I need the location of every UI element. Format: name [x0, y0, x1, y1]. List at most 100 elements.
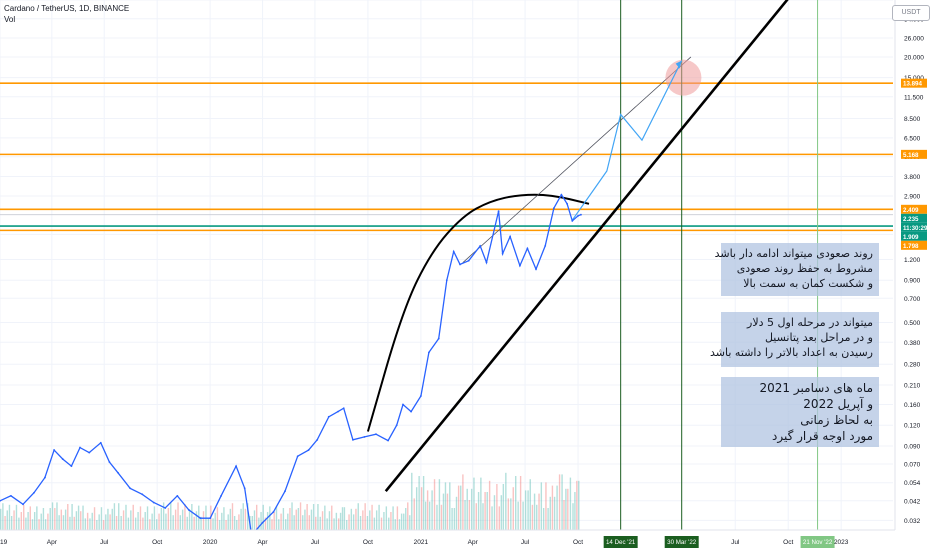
volume-bar: [51, 502, 54, 530]
volume-bar: [93, 507, 96, 530]
volume-bar: [295, 509, 297, 530]
price-point: [235, 465, 237, 468]
volume-bar: [278, 519, 280, 530]
volume-bar: [64, 509, 67, 530]
volume-bar: [282, 508, 285, 530]
currency-selector[interactable]: USDT: [892, 5, 930, 21]
y-tick-label: 0.054: [904, 480, 921, 487]
price-point: [437, 337, 440, 340]
price-point: [307, 449, 310, 451]
price-point: [566, 202, 569, 205]
y-tick-label: 15.000: [904, 75, 924, 82]
volume-bar: [549, 496, 551, 530]
volume-bar: [13, 510, 15, 530]
volume-bar: [275, 506, 278, 530]
volume-bar: [475, 503, 477, 530]
price-label-text: 2.409: [903, 207, 919, 214]
volume-bar: [561, 474, 563, 530]
volume-bar: [484, 492, 486, 530]
x-tick-label: 2019: [0, 539, 8, 546]
volume-bar: [293, 515, 295, 530]
volume-bar: [428, 501, 431, 530]
volume-bar: [442, 493, 445, 530]
price-point: [402, 403, 404, 406]
volume-bar: [380, 517, 383, 530]
price-point: [352, 438, 354, 441]
volume-bar: [519, 476, 522, 530]
volume-bar: [0, 508, 2, 530]
projection-arrow-head: [675, 60, 682, 69]
price-point: [535, 268, 537, 270]
volume-bar: [373, 517, 376, 530]
volume-bar: [524, 490, 527, 530]
volume-bar: [271, 519, 273, 530]
price-label-box: [901, 240, 927, 250]
price-point: [560, 193, 563, 196]
volume-bar: [36, 506, 38, 530]
date-marker-label: 30 Mar '22: [667, 539, 697, 546]
volume-bar: [109, 514, 111, 530]
volume-bar: [227, 514, 229, 530]
price-point: [459, 263, 461, 266]
volume-bar: [378, 504, 380, 530]
volume-bar: [174, 509, 177, 530]
volume-bar: [47, 513, 49, 530]
volume-bar: [357, 503, 359, 530]
volume-bar: [498, 506, 501, 530]
x-tick-label: Jul: [100, 539, 109, 546]
volume-bar: [491, 506, 493, 530]
volume-bar: [62, 515, 65, 530]
volume-bar: [20, 512, 23, 530]
price-point: [70, 465, 73, 468]
volume-bar: [341, 507, 344, 530]
price-point: [544, 244, 547, 247]
volume-bar: [186, 516, 188, 530]
volume-bar: [236, 520, 238, 530]
volume-bar: [470, 488, 473, 530]
volume-bar: [297, 508, 300, 530]
price-point: [108, 461, 111, 463]
volume-bar: [477, 492, 480, 530]
volume-bar: [2, 503, 4, 530]
volume-bar: [422, 476, 425, 530]
volume-bar: [139, 506, 142, 530]
volume-bar: [440, 504, 443, 530]
volume-bar: [563, 500, 565, 530]
volume-bar: [262, 504, 264, 530]
volume-bar: [496, 484, 498, 530]
volume-bar: [407, 502, 409, 530]
volume-bar: [403, 513, 405, 530]
volume-bar: [107, 508, 109, 530]
volume-bar: [214, 512, 216, 530]
volume-bar: [331, 505, 333, 530]
volume-bar: [413, 498, 415, 530]
y-tick-label: 26.000: [904, 36, 924, 43]
price-point: [176, 494, 179, 497]
volume-bar: [100, 507, 103, 530]
volume-bar: [396, 506, 399, 530]
volume-bar: [260, 512, 262, 530]
x-tick-label: 2021: [414, 539, 429, 546]
volume-bar: [42, 508, 45, 530]
price-label-box: [901, 213, 927, 223]
volume-bar: [170, 502, 172, 530]
volume-bar: [98, 514, 100, 530]
volume-bar: [500, 495, 503, 530]
volume-bar: [18, 517, 20, 530]
price-point: [580, 213, 582, 216]
volume-bar: [149, 519, 151, 530]
price-point: [395, 424, 398, 427]
volume-bar: [31, 519, 34, 530]
price-label-box: [901, 78, 927, 88]
note-line: ماه های دسامبر 2021: [759, 381, 873, 395]
volume-bar: [383, 512, 385, 530]
note-box-target: میتواند در مرحله اول 5 دلار و در مراحل ب…: [710, 312, 879, 367]
price-point: [99, 441, 102, 444]
volume-bar: [451, 508, 453, 530]
price-label-box: [901, 231, 927, 241]
date-marker-box: [664, 536, 699, 548]
price-label-text: 1.798: [903, 243, 919, 250]
volume-bar: [15, 504, 18, 530]
price-point: [61, 458, 64, 460]
